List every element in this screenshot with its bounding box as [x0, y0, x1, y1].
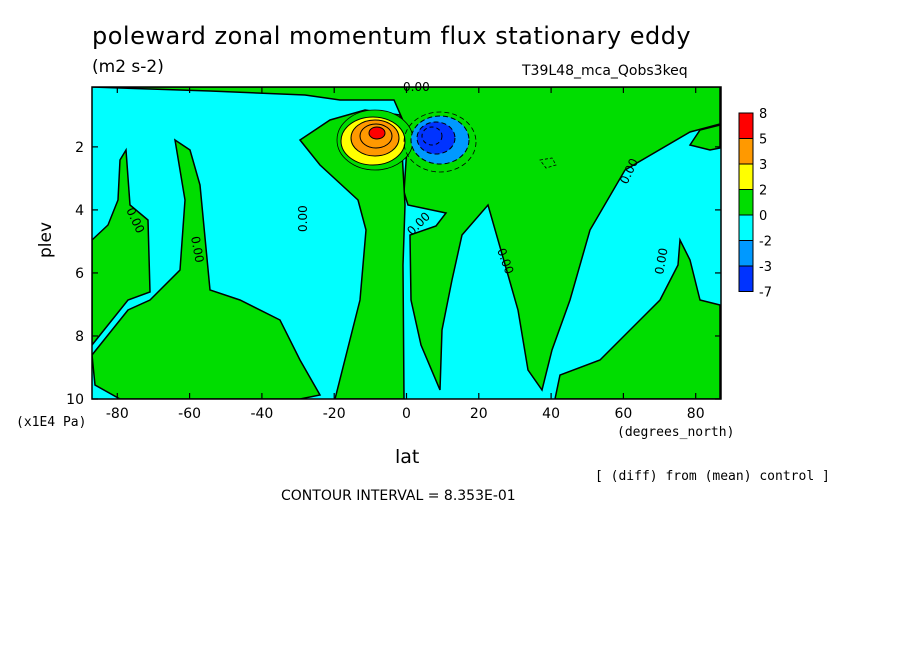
colorbar-swatch: [738, 189, 754, 216]
colorbar: 8 5 3 2 0 -2 -3 -7: [738, 107, 772, 301]
positive-region-southern: [92, 138, 322, 399]
colorbar-swatch: [738, 138, 754, 165]
x-tick-label: 20: [470, 406, 488, 422]
colorbar-swatch: [738, 163, 754, 190]
colorbar-swatch: [738, 240, 754, 267]
colorbar-label: 0: [759, 209, 767, 224]
run-label: T39L48_mca_Qobs3keq: [522, 63, 688, 79]
y-tick-label: 8: [75, 329, 84, 345]
x-tick-label: 60: [614, 406, 632, 422]
max-contour-red: [368, 126, 386, 140]
max-contour-inner-line: [359, 123, 393, 149]
contour-interval: CONTOUR INTERVAL = 8.353E-01: [281, 488, 516, 504]
y-axis: 2 4 6 8 10: [66, 140, 721, 408]
colorbar-label: -7: [759, 286, 772, 301]
positive-region-north: [688, 124, 721, 151]
x-axis: -80 -60 -40 -20 0 20 40 60 80: [106, 87, 705, 422]
positive-region-left: [92, 147, 151, 347]
contour-label: 0.00: [188, 235, 206, 264]
x-tick-label: -80: [106, 406, 129, 422]
x-tick-label: -60: [178, 406, 201, 422]
colorbar-label: 3: [759, 158, 767, 173]
colorbar-swatch: [738, 214, 754, 241]
chart-title: poleward zonal momentum flux stationary …: [92, 22, 692, 50]
min-contour-core: [421, 126, 443, 146]
y-axis-label: plev: [36, 221, 57, 259]
colorbar-swatch: [738, 265, 754, 292]
y-axis-unit: (x1E4 Pa): [16, 415, 87, 430]
positive-region-right: [554, 237, 721, 399]
colorbar-swatch: [738, 112, 754, 139]
colorbar-label: 8: [759, 107, 767, 122]
positive-region-center: [298, 109, 406, 399]
positive-region-main: [92, 87, 721, 392]
y-tick-label: 6: [75, 266, 84, 282]
colorbar-label: 2: [759, 184, 767, 199]
x-axis-unit: (degrees_north): [617, 425, 735, 440]
x-tick-label: -40: [250, 406, 273, 422]
colorbar-label: 5: [759, 133, 767, 148]
contour-label: 0.00: [296, 205, 310, 232]
small-negative-contour: [539, 157, 557, 169]
y-tick-label: 4: [75, 203, 84, 219]
plot-area: [92, 87, 721, 399]
x-tick-label: 80: [687, 406, 705, 422]
contour-label: 0.00: [652, 247, 670, 276]
x-tick-label: 40: [542, 406, 560, 422]
chart-units: (m2 s-2): [92, 57, 164, 77]
y-tick-label: 10: [66, 392, 84, 408]
x-tick-label: -20: [323, 406, 346, 422]
x-tick-label: 0: [402, 406, 411, 422]
colorbar-label: -3: [759, 260, 772, 275]
colorbar-label: -2: [759, 235, 772, 250]
y-tick-label: 2: [75, 140, 84, 156]
min-contour-inner: [416, 121, 456, 155]
x-axis-label: lat: [395, 446, 420, 468]
diff-note: [ (diff) from (mean) control ]: [595, 469, 830, 484]
min-contour-outer: [403, 111, 477, 173]
